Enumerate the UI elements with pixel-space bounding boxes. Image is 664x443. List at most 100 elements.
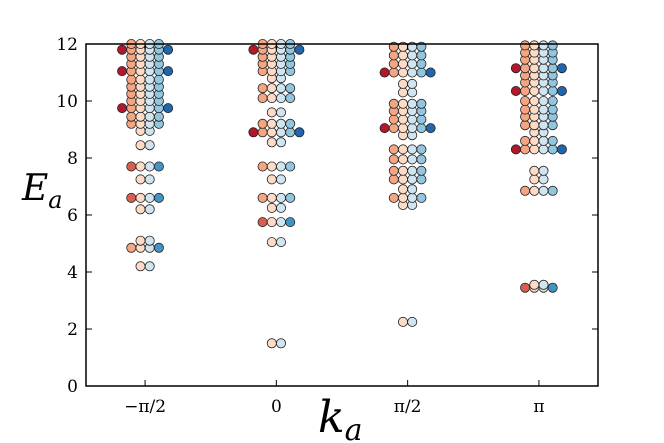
data-point (388, 98, 399, 109)
data-point (257, 217, 268, 228)
data-point (388, 123, 399, 134)
data-point (144, 204, 155, 215)
data-point (163, 103, 174, 114)
data-point (117, 103, 128, 114)
data-point (144, 192, 155, 203)
data-point (397, 98, 408, 109)
data-point (294, 127, 305, 138)
data-point (275, 202, 286, 213)
data-point (266, 127, 277, 138)
y-tick-label: 2 (67, 320, 78, 340)
data-point (416, 67, 427, 78)
data-point (510, 63, 521, 74)
data-point (416, 58, 427, 69)
data-point (397, 50, 408, 61)
data-point (547, 96, 558, 107)
data-point (407, 192, 418, 203)
data-point (153, 74, 164, 85)
data-point (397, 114, 408, 125)
data-point (266, 83, 277, 94)
data-point (144, 111, 155, 122)
data-point (529, 104, 540, 115)
data-point (556, 144, 567, 155)
y-tick-label: 8 (67, 149, 78, 169)
data-point (257, 161, 268, 172)
data-point (547, 120, 558, 131)
data-point (275, 127, 286, 138)
data-point (407, 114, 418, 125)
data-point (407, 67, 418, 78)
data-point (285, 161, 296, 172)
data-point (266, 192, 277, 203)
data-point (153, 242, 164, 253)
data-point (538, 63, 549, 74)
data-point (275, 237, 286, 248)
data-point (144, 174, 155, 185)
data-point (285, 192, 296, 203)
data-point (547, 40, 558, 51)
data-point (416, 154, 427, 165)
data-point (144, 140, 155, 151)
data-point (379, 67, 390, 78)
data-point (266, 217, 277, 228)
data-point (388, 50, 399, 61)
data-point (275, 107, 286, 118)
data-point (397, 174, 408, 185)
data-point (416, 50, 427, 61)
data-point (397, 154, 408, 165)
data-point (285, 127, 296, 138)
data-point (388, 67, 399, 78)
data-point (388, 174, 399, 185)
data-point (266, 338, 277, 349)
data-point (388, 114, 399, 125)
x-tick-label: π/2 (394, 397, 422, 417)
data-point (257, 192, 268, 203)
y-tick-label: 0 (67, 377, 78, 397)
data-point (407, 78, 418, 89)
data-point (266, 202, 277, 213)
data-point (547, 104, 558, 115)
data-point (144, 235, 155, 246)
data-point (520, 86, 531, 97)
data-point (153, 161, 164, 172)
data-point (397, 144, 408, 155)
x-tick-label: −π/2 (124, 397, 166, 417)
data-point (407, 87, 418, 98)
data-point (538, 40, 549, 51)
data-point (407, 154, 418, 165)
data-point (538, 104, 549, 115)
data-point (135, 192, 146, 203)
data-point (275, 192, 286, 203)
data-point (285, 118, 296, 129)
data-point (153, 192, 164, 203)
y-axis-ticks: 0 2 4 6 8 10 12 (56, 35, 598, 397)
data-point (257, 83, 268, 94)
data-point (538, 174, 549, 185)
data-point (556, 63, 567, 74)
x-axis-ticks: −π/2 0 π/2 π (124, 44, 545, 417)
data-point (529, 96, 540, 107)
data-point (407, 50, 418, 61)
data-point (285, 93, 296, 104)
data-point (397, 78, 408, 89)
data-point (407, 58, 418, 69)
data-point (257, 93, 268, 104)
data-point (520, 282, 531, 293)
data-point (407, 98, 418, 109)
data-point (397, 192, 408, 203)
data-point (275, 174, 286, 185)
data-point (416, 144, 427, 155)
data-point (117, 44, 128, 55)
data-point (416, 98, 427, 109)
data-point (163, 66, 174, 77)
data-point (520, 185, 531, 196)
data-point (538, 165, 549, 176)
data-point (547, 185, 558, 196)
data-point (529, 144, 540, 155)
data-point (144, 261, 155, 272)
data-point (547, 144, 558, 155)
data-point (529, 120, 540, 131)
data-point (397, 123, 408, 134)
data-point (529, 165, 540, 176)
data-point (529, 40, 540, 51)
